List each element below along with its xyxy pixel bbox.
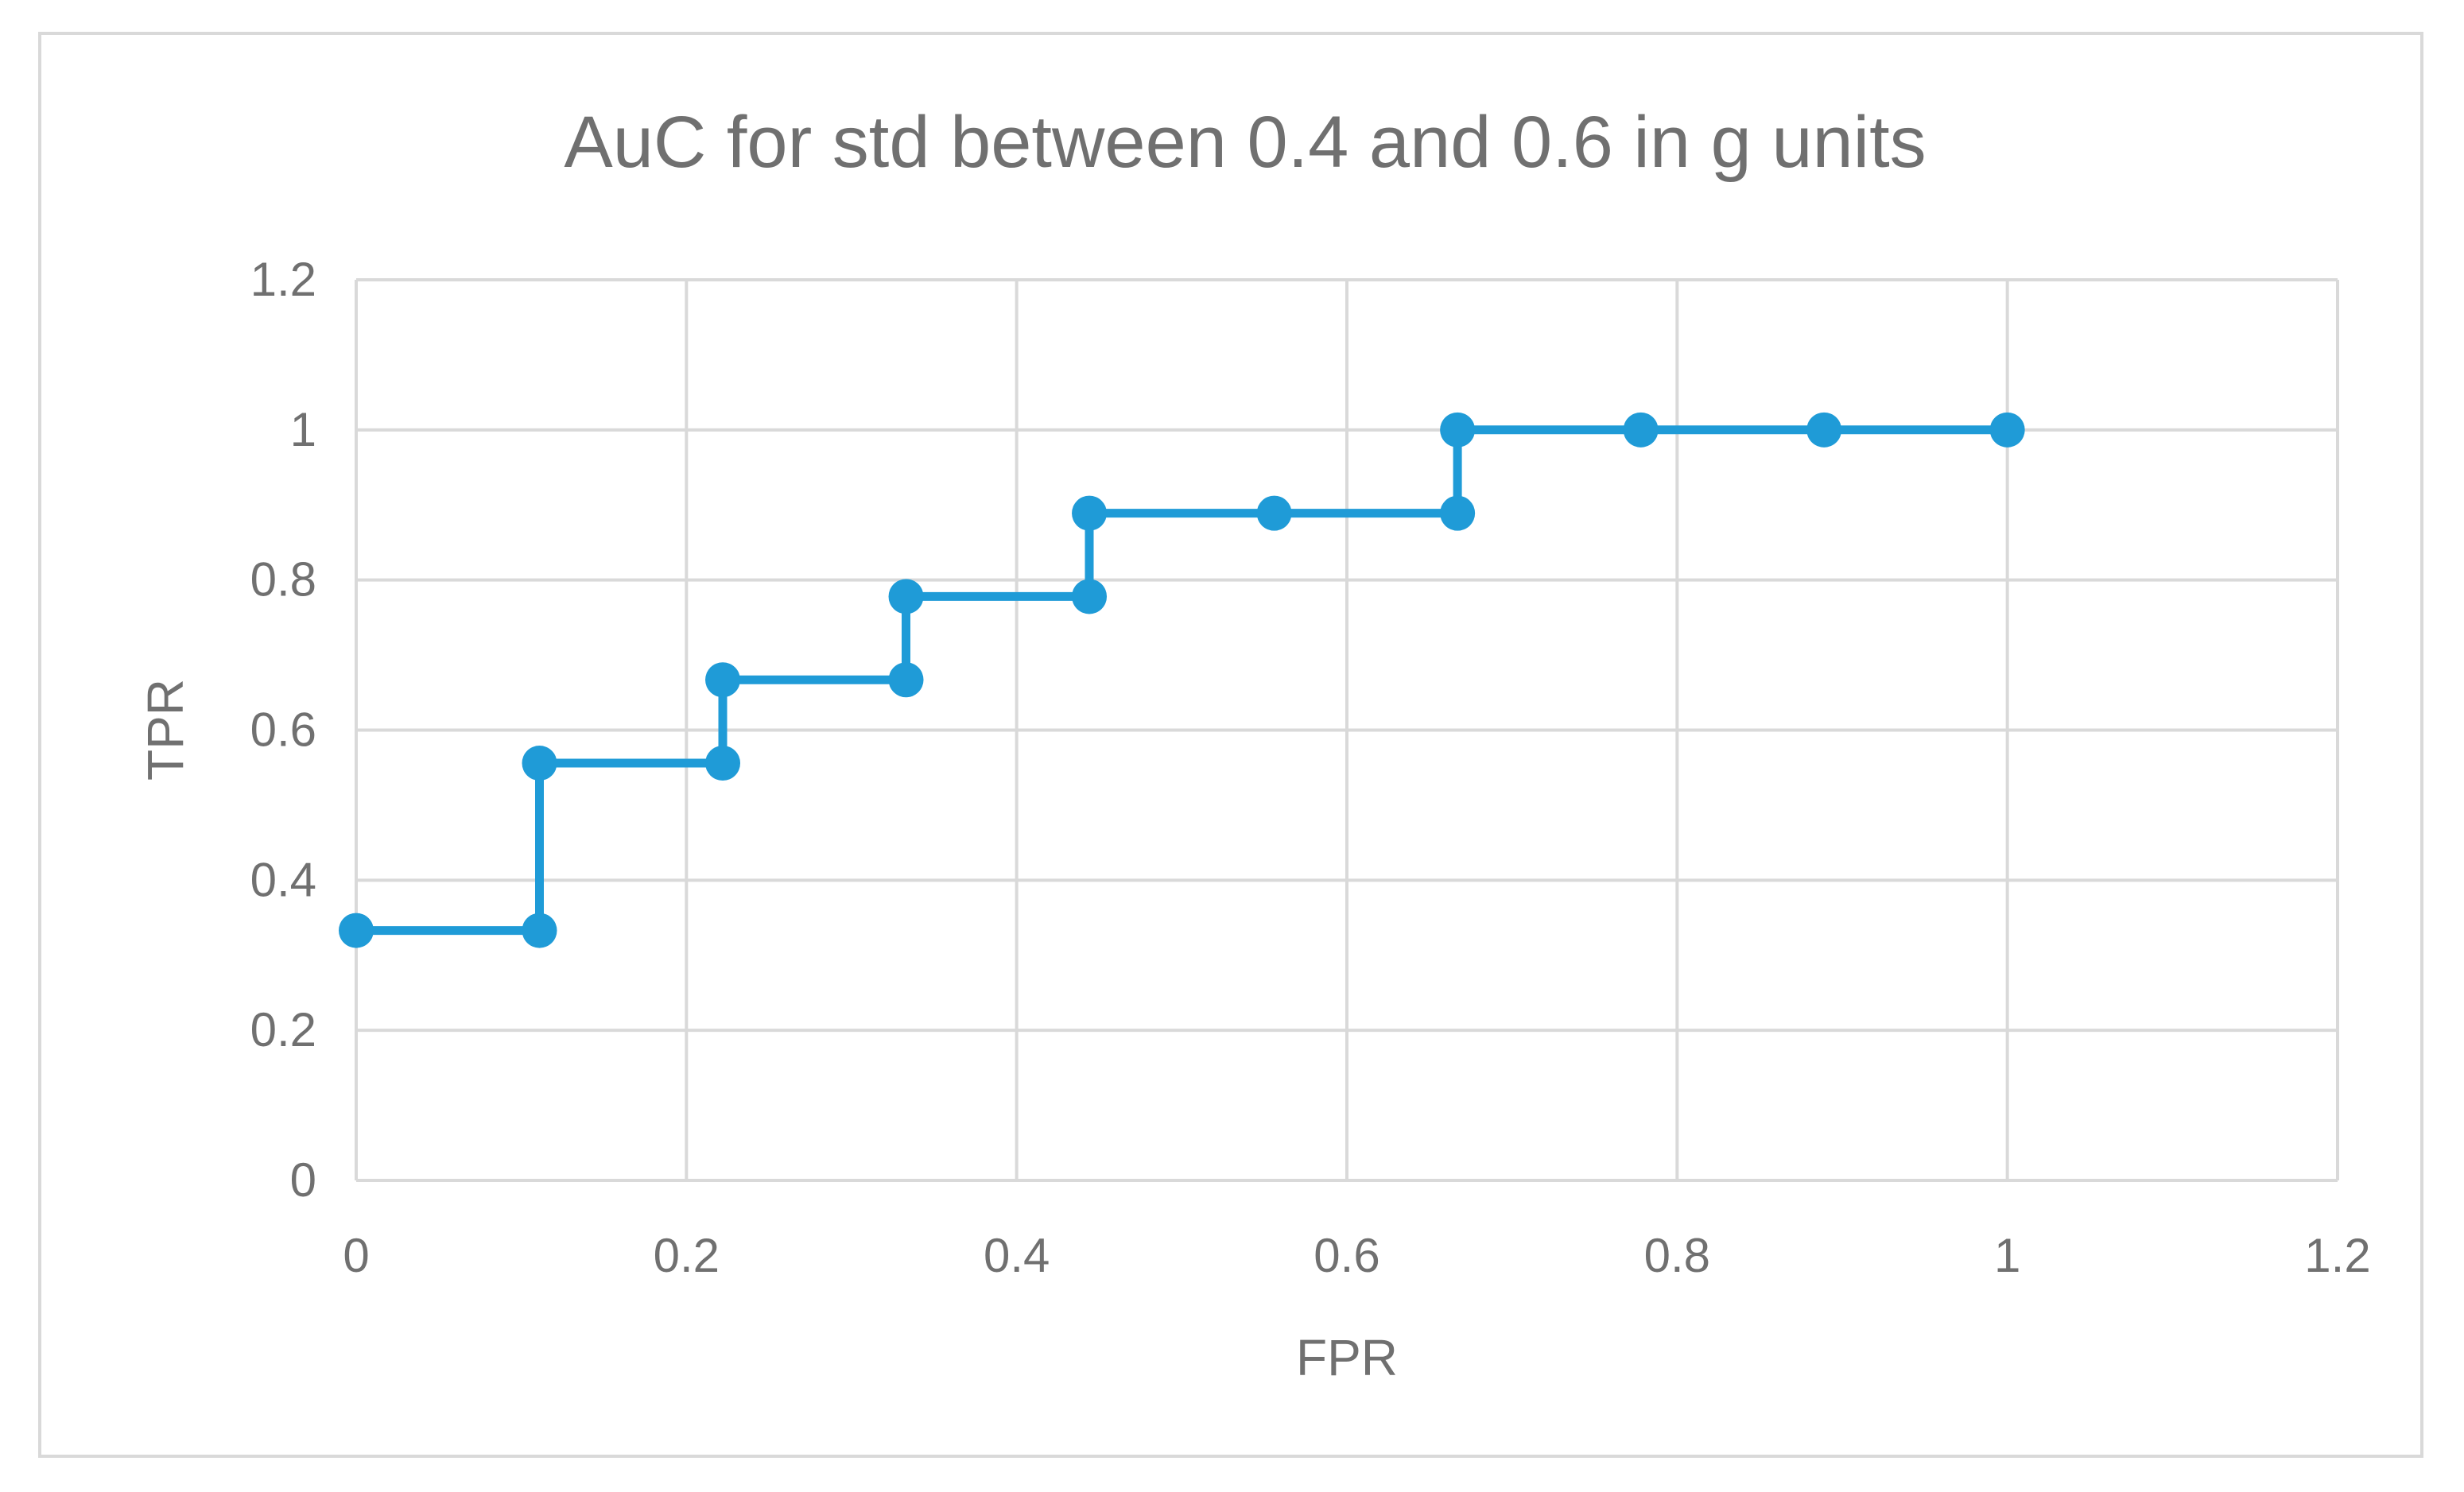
data-point-marker	[888, 579, 924, 614]
chart-frame	[38, 32, 2423, 1458]
data-point-marker	[1989, 412, 2025, 448]
series-layer	[339, 412, 2025, 948]
y-tick-label: 0	[290, 1153, 316, 1207]
y-tick-labels: 0 0.2 0.4 0.6 0.8 1 1.2	[250, 253, 316, 1207]
x-tick-label: 0.6	[1313, 1229, 1379, 1282]
data-point-marker	[1440, 495, 1476, 531]
x-tick-label: 1.2	[2304, 1229, 2370, 1282]
x-tick-label: 1	[1994, 1229, 2020, 1282]
chart-title: AuC for std between 0.4 and 0.6 in g uni…	[564, 102, 1926, 183]
x-tick-label: 0.8	[1644, 1229, 1710, 1282]
y-tick-label: 0.8	[250, 553, 316, 606]
y-tick-label: 1.2	[250, 253, 316, 306]
y-axis-label: TPR	[137, 679, 194, 781]
x-tick-label: 0.4	[984, 1229, 1050, 1282]
data-point-marker	[705, 662, 741, 698]
x-tick-label: 0	[343, 1229, 369, 1282]
y-tick-label: 0.2	[250, 1003, 316, 1056]
x-axis-label: FPR	[1296, 1329, 1398, 1386]
data-point-marker	[1072, 579, 1108, 614]
data-point-marker	[1440, 412, 1476, 448]
y-tick-label: 0.4	[250, 853, 316, 906]
data-point-marker	[705, 746, 741, 781]
y-tick-label: 1	[290, 403, 316, 456]
y-tick-label: 0.6	[250, 703, 316, 757]
data-point-marker	[1072, 495, 1108, 531]
data-point-marker	[1806, 412, 1842, 448]
data-point-marker	[339, 913, 374, 948]
x-tick-label: 0.2	[654, 1229, 720, 1282]
x-tick-labels: 0 0.2 0.4 0.6 0.8 1 1.2	[343, 1229, 2370, 1282]
data-point-marker	[1623, 412, 1659, 448]
data-point-marker	[522, 746, 557, 781]
data-point-marker	[522, 913, 557, 948]
grid-lines	[355, 278, 2339, 1182]
roc-series-line	[356, 425, 2008, 936]
data-point-marker	[1256, 495, 1292, 531]
data-point-marker	[888, 662, 924, 698]
